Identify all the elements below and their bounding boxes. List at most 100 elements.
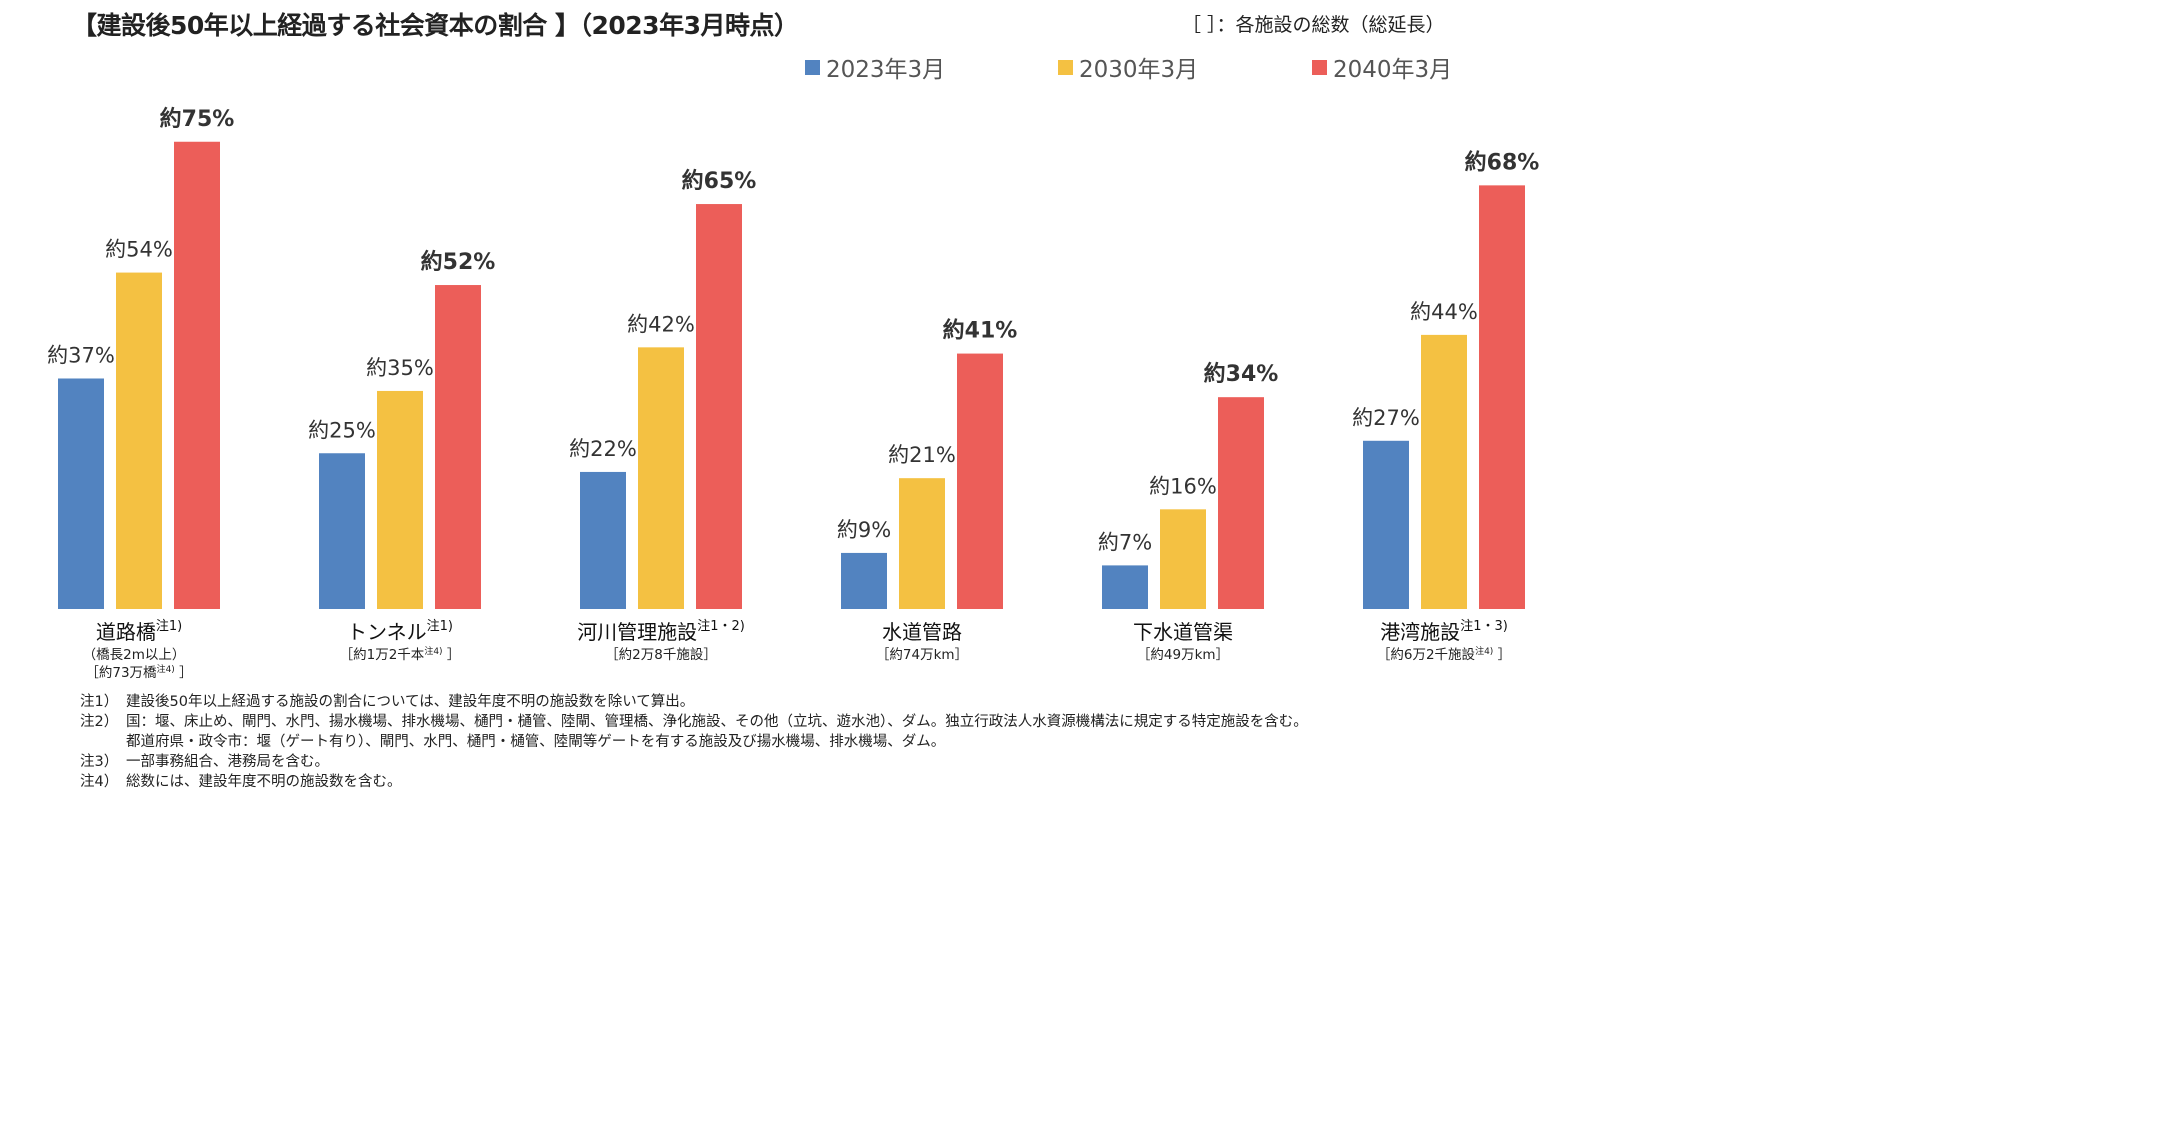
total-value: ［約74万km］ [876, 647, 968, 663]
footnote-key: 注3） [80, 754, 119, 770]
data-label: 約41% [943, 318, 1018, 344]
total-note: 注4) [1475, 645, 1493, 657]
legend-label-2040: 2040年3月 [1333, 57, 1453, 83]
legend: 2023年3月 2030年3月 2040年3月 [800, 50, 1500, 83]
total-bracket: ］ [443, 647, 461, 663]
bar-chart: 約37%約54%約75%道路橋注1)（橋長2m以上）［約73万橋注4) ］約25… [47, 106, 1540, 681]
legend-label-2030: 2030年3月 [1079, 57, 1199, 83]
footnote-1: 注1） 建設後50年以上経過する施設の割合については、建設年度不明の施設数を除い… [80, 692, 1308, 712]
category-name: 下水道管渠 [1133, 620, 1233, 644]
total-note: 注4) [424, 645, 442, 657]
bar [58, 378, 104, 609]
footnote-4: 注4） 総数には、建設年度不明の施設数を含む。 [80, 772, 1308, 792]
data-label: 約27% [1352, 406, 1420, 430]
category-name: 水道管路 [882, 620, 962, 644]
category-total: ［約73万橋注4) ］ [85, 663, 192, 681]
bar [174, 141, 220, 609]
total-bracket: ］ [1493, 647, 1511, 663]
data-label: 約7% [1098, 530, 1152, 554]
footnote-2-cont: 都道府県・政令市：堰（ゲート有り）、閘門、水門、樋門・樋管、陸閘等ゲートを有する… [80, 732, 1308, 752]
footnote-text: 国：堰、床止め、閘門、水門、揚水機場、排水機場、樋門・樋管、陸閘、管理橋、浄化施… [126, 714, 1308, 730]
data-label: 約9% [837, 518, 891, 542]
legend-item-2023: 2023年3月 [805, 50, 945, 84]
footnote-key: 注1） [80, 694, 119, 710]
category-label: 下水道管渠 [1133, 620, 1233, 644]
footnote-key: 注2） [80, 714, 119, 730]
category-note: 注1) [156, 619, 182, 634]
category-label: 港湾施設注1・3) [1380, 619, 1508, 644]
bar [957, 353, 1003, 609]
data-label: 約25% [308, 418, 376, 442]
category-total: ［約6万2千施設注4) ］ [1377, 645, 1511, 663]
data-label: 約35% [366, 356, 434, 380]
legend-swatch-2023 [805, 59, 820, 75]
total-value: ［約2万8千施設］ [605, 647, 717, 663]
bar [435, 285, 481, 609]
bar [696, 204, 742, 610]
legend-swatch-2030 [1058, 59, 1073, 75]
data-label: 約22% [569, 437, 637, 461]
bar [1218, 397, 1264, 609]
footnotes: 注1） 建設後50年以上経過する施設の割合については、建設年度不明の施設数を除い… [80, 692, 1308, 792]
bar [1160, 509, 1206, 609]
total-value: ［約6万2千施設 [1377, 647, 1476, 663]
category-total: ［約2万8千施設］ [605, 647, 717, 663]
category-name: 港湾施設 [1380, 620, 1460, 644]
chart-title: 【建設後50年以上経過する社会資本の割合 】（2023年3月時点） [72, 11, 799, 40]
category-label: トンネル注1) [347, 619, 453, 644]
legend-item-2030: 2030年3月 [1058, 50, 1198, 84]
category-note: 注1・3) [1460, 619, 1508, 634]
bar [1479, 185, 1525, 610]
data-label: 約37% [47, 343, 115, 367]
bar [1421, 334, 1467, 609]
bar [1363, 440, 1409, 609]
bar [580, 471, 626, 609]
bar [319, 453, 365, 609]
data-label: 約44% [1410, 300, 1478, 324]
category-total: ［約49万km］ [1137, 647, 1229, 663]
category-name: 河川管理施設 [577, 620, 697, 644]
category-name: 道路橋 [96, 620, 156, 644]
category-label: 道路橋注1) [96, 619, 182, 644]
category-total: ［約74万km］ [876, 647, 968, 663]
footnote-key [80, 732, 126, 752]
bar [377, 390, 423, 609]
data-label: 約68% [1465, 149, 1540, 175]
total-value: ［約1万2千本 [340, 647, 425, 663]
data-label: 約54% [105, 238, 173, 262]
data-label: 約16% [1149, 474, 1217, 498]
footnote-text: 一部事務組合、港務局を含む。 [126, 754, 329, 770]
data-label: 約75% [160, 106, 235, 132]
legend-swatch-2040 [1312, 59, 1327, 75]
footnote-key: 注4） [80, 774, 119, 790]
data-label: 約34% [1204, 361, 1279, 387]
footnote-text: 建設後50年以上経過する施設の割合については、建設年度不明の施設数を除いて算出。 [126, 694, 695, 710]
category-name: トンネル [347, 620, 427, 644]
footnote-3: 注3） 一部事務組合、港務局を含む。 [80, 752, 1308, 772]
total-value: ［約73万橋 [85, 665, 157, 681]
bar [638, 347, 684, 609]
category-note: 注1・2) [697, 619, 745, 634]
footnote-text: 総数には、建設年度不明の施設数を含む。 [126, 774, 402, 790]
bar [1102, 565, 1148, 609]
bar [899, 478, 945, 609]
data-label: 約42% [627, 312, 695, 336]
footnote-2: 注2） 国：堰、床止め、閘門、水門、揚水機場、排水機場、樋門・樋管、陸閘、管理橋… [80, 712, 1308, 732]
data-label: 約65% [682, 168, 757, 194]
category-label: 河川管理施設注1・2) [577, 619, 745, 644]
legend-label-2023: 2023年3月 [826, 57, 946, 83]
total-value: ［約49万km］ [1137, 647, 1229, 663]
data-label: 約21% [888, 443, 956, 467]
total-note: 注4) [157, 663, 175, 675]
bar [116, 272, 162, 609]
category-sublabel: （橋長2m以上） [83, 647, 186, 663]
category-label: 水道管路 [882, 620, 962, 644]
unit-note: ［ ］：各施設の総数（総延長） [1182, 14, 1445, 36]
data-label: 約52% [421, 249, 496, 275]
legend-item-2040: 2040年3月 [1312, 50, 1452, 84]
footnote-text: 都道府県・政令市：堰（ゲート有り）、閘門、水門、樋門・樋管、陸閘等ゲートを有する… [126, 734, 946, 750]
category-total: ［約1万2千本注4) ］ [340, 645, 461, 663]
bar [841, 552, 887, 609]
total-bracket: ］ [175, 665, 193, 681]
category-note: 注1) [427, 619, 453, 634]
